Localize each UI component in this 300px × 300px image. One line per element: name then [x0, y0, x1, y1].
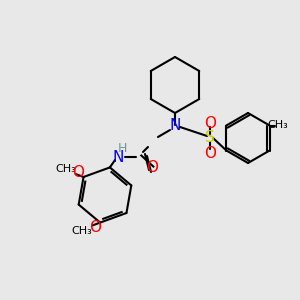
- Text: CH₃: CH₃: [267, 121, 288, 130]
- Text: CH₃: CH₃: [55, 164, 76, 174]
- Text: O: O: [73, 164, 85, 179]
- Text: O: O: [204, 146, 216, 160]
- Text: S: S: [205, 130, 215, 146]
- Text: N: N: [112, 149, 124, 164]
- Text: O: O: [146, 160, 158, 175]
- Text: H: H: [117, 142, 127, 155]
- Text: O: O: [89, 220, 101, 235]
- Text: CH₃: CH₃: [72, 226, 92, 236]
- Text: O: O: [204, 116, 216, 130]
- Text: N: N: [169, 118, 181, 133]
